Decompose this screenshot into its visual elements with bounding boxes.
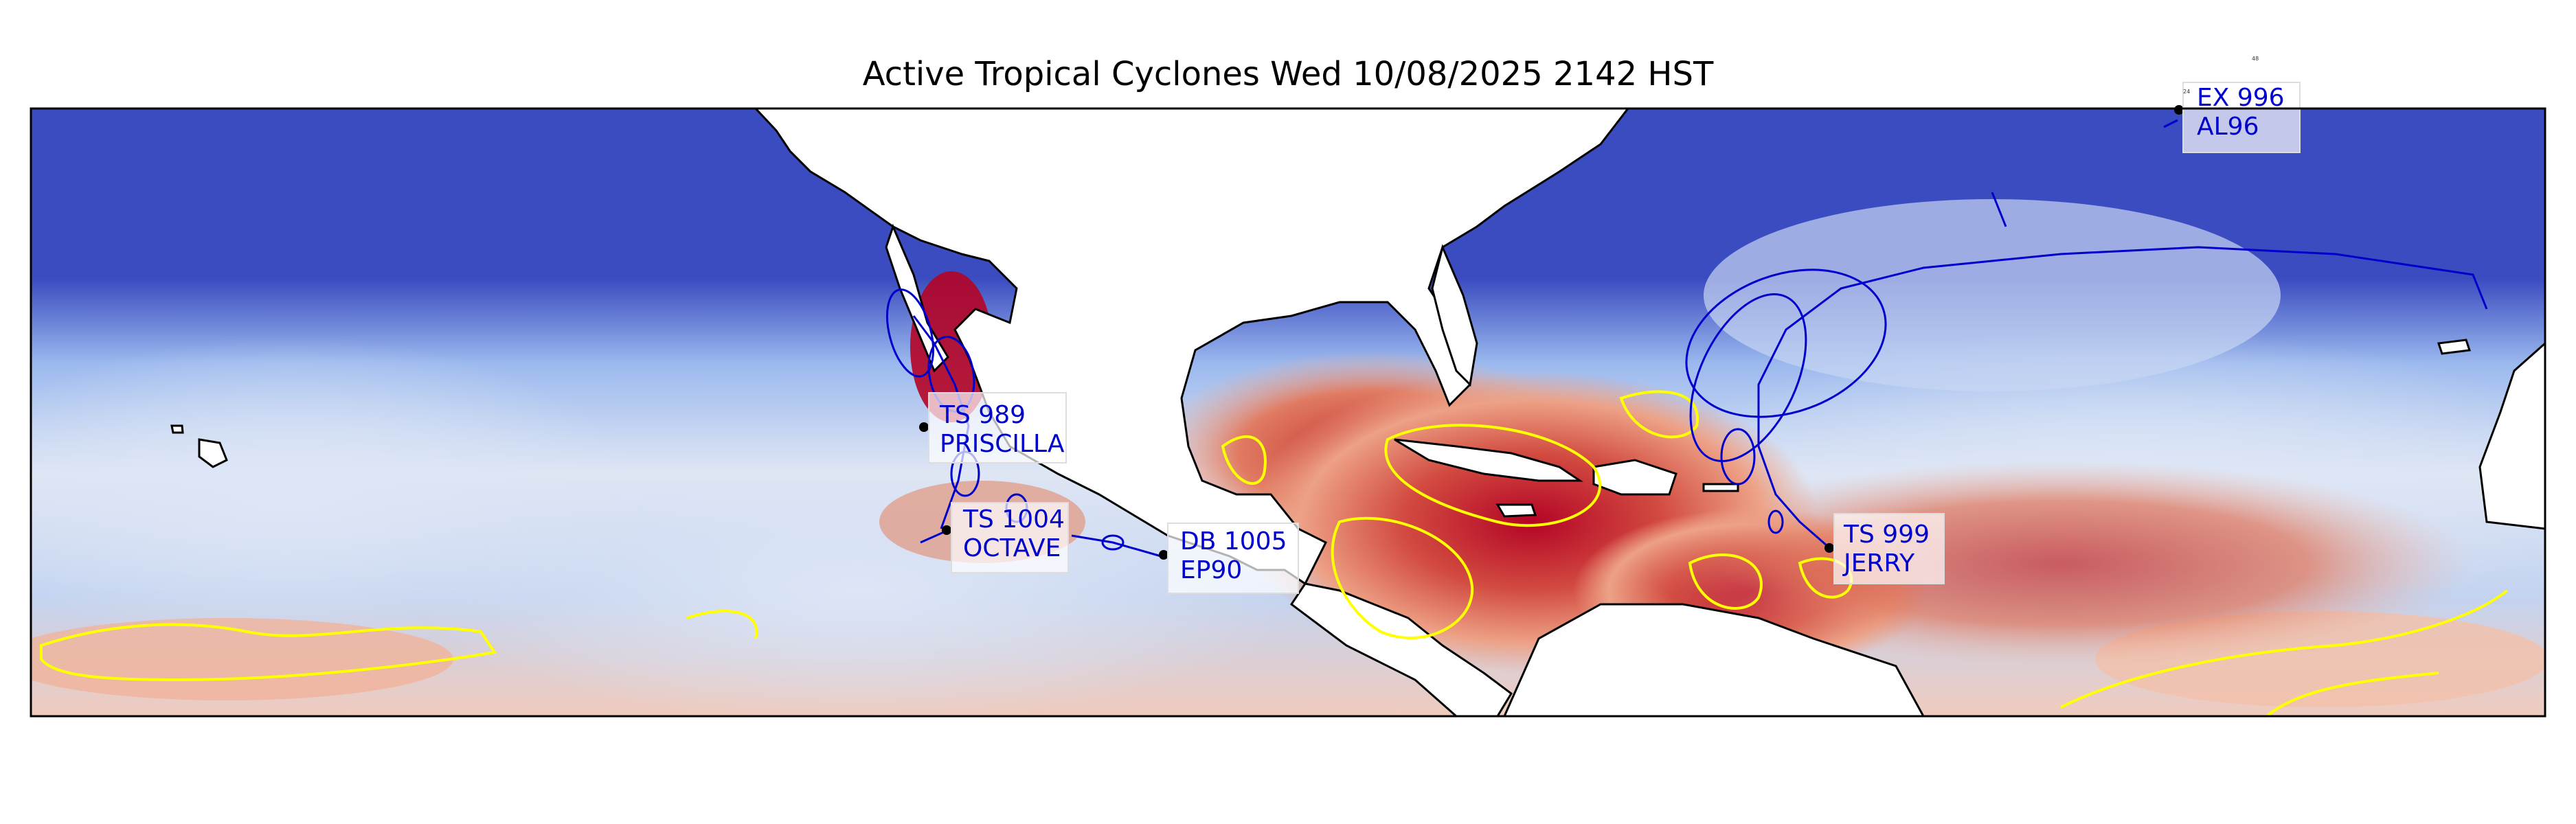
storm-center-ex996[interactable] <box>2174 105 2184 115</box>
storm-center-ts989[interactable] <box>919 422 929 432</box>
storm-label-ex996[interactable]: EX 996 AL96 <box>2182 82 2301 153</box>
storm-label-line2: PRISCILLA <box>940 430 1065 458</box>
storm-label-line1: EX 996 <box>2197 84 2285 112</box>
storm-label-line2: OCTAVE <box>963 534 1061 562</box>
track-hour-mark: 24 <box>2183 89 2190 95</box>
storm-label-line1: TS 1004 <box>962 505 1065 534</box>
storm-markers <box>919 105 2184 560</box>
map-frame <box>30 107 2546 718</box>
storm-label-line2: AL96 <box>2197 113 2259 141</box>
storm-center-ts999[interactable] <box>1824 543 1834 553</box>
storm-label-line2: EP90 <box>1180 556 1242 584</box>
storm-label-ts1004[interactable]: TS 1004 OCTAVE <box>951 502 1069 573</box>
sea-surface-field <box>31 108 2545 716</box>
track-hour-mark: 48 <box>2252 56 2259 62</box>
storm-label-line2: JERRY <box>1842 549 1915 577</box>
storm-label-ts989[interactable]: TS 989 PRISCILLA <box>928 392 1067 464</box>
storm-center-ts1004[interactable] <box>942 525 951 535</box>
page-title: Active Tropical Cyclones Wed 10/08/2025 … <box>862 55 1714 93</box>
storm-label-line1: TS 999 <box>1843 520 1930 549</box>
storm-label-line1: TS 989 <box>939 401 1026 429</box>
storm-label-line1: DB 1005 <box>1180 527 1287 556</box>
storm-label-ts999[interactable]: TS 999 JERRY <box>1833 513 1945 584</box>
storm-label-db1005[interactable]: DB 1005 EP90 <box>1167 523 1299 594</box>
storm-center-db1005[interactable] <box>1159 550 1168 560</box>
sst-contours <box>40 390 2509 716</box>
